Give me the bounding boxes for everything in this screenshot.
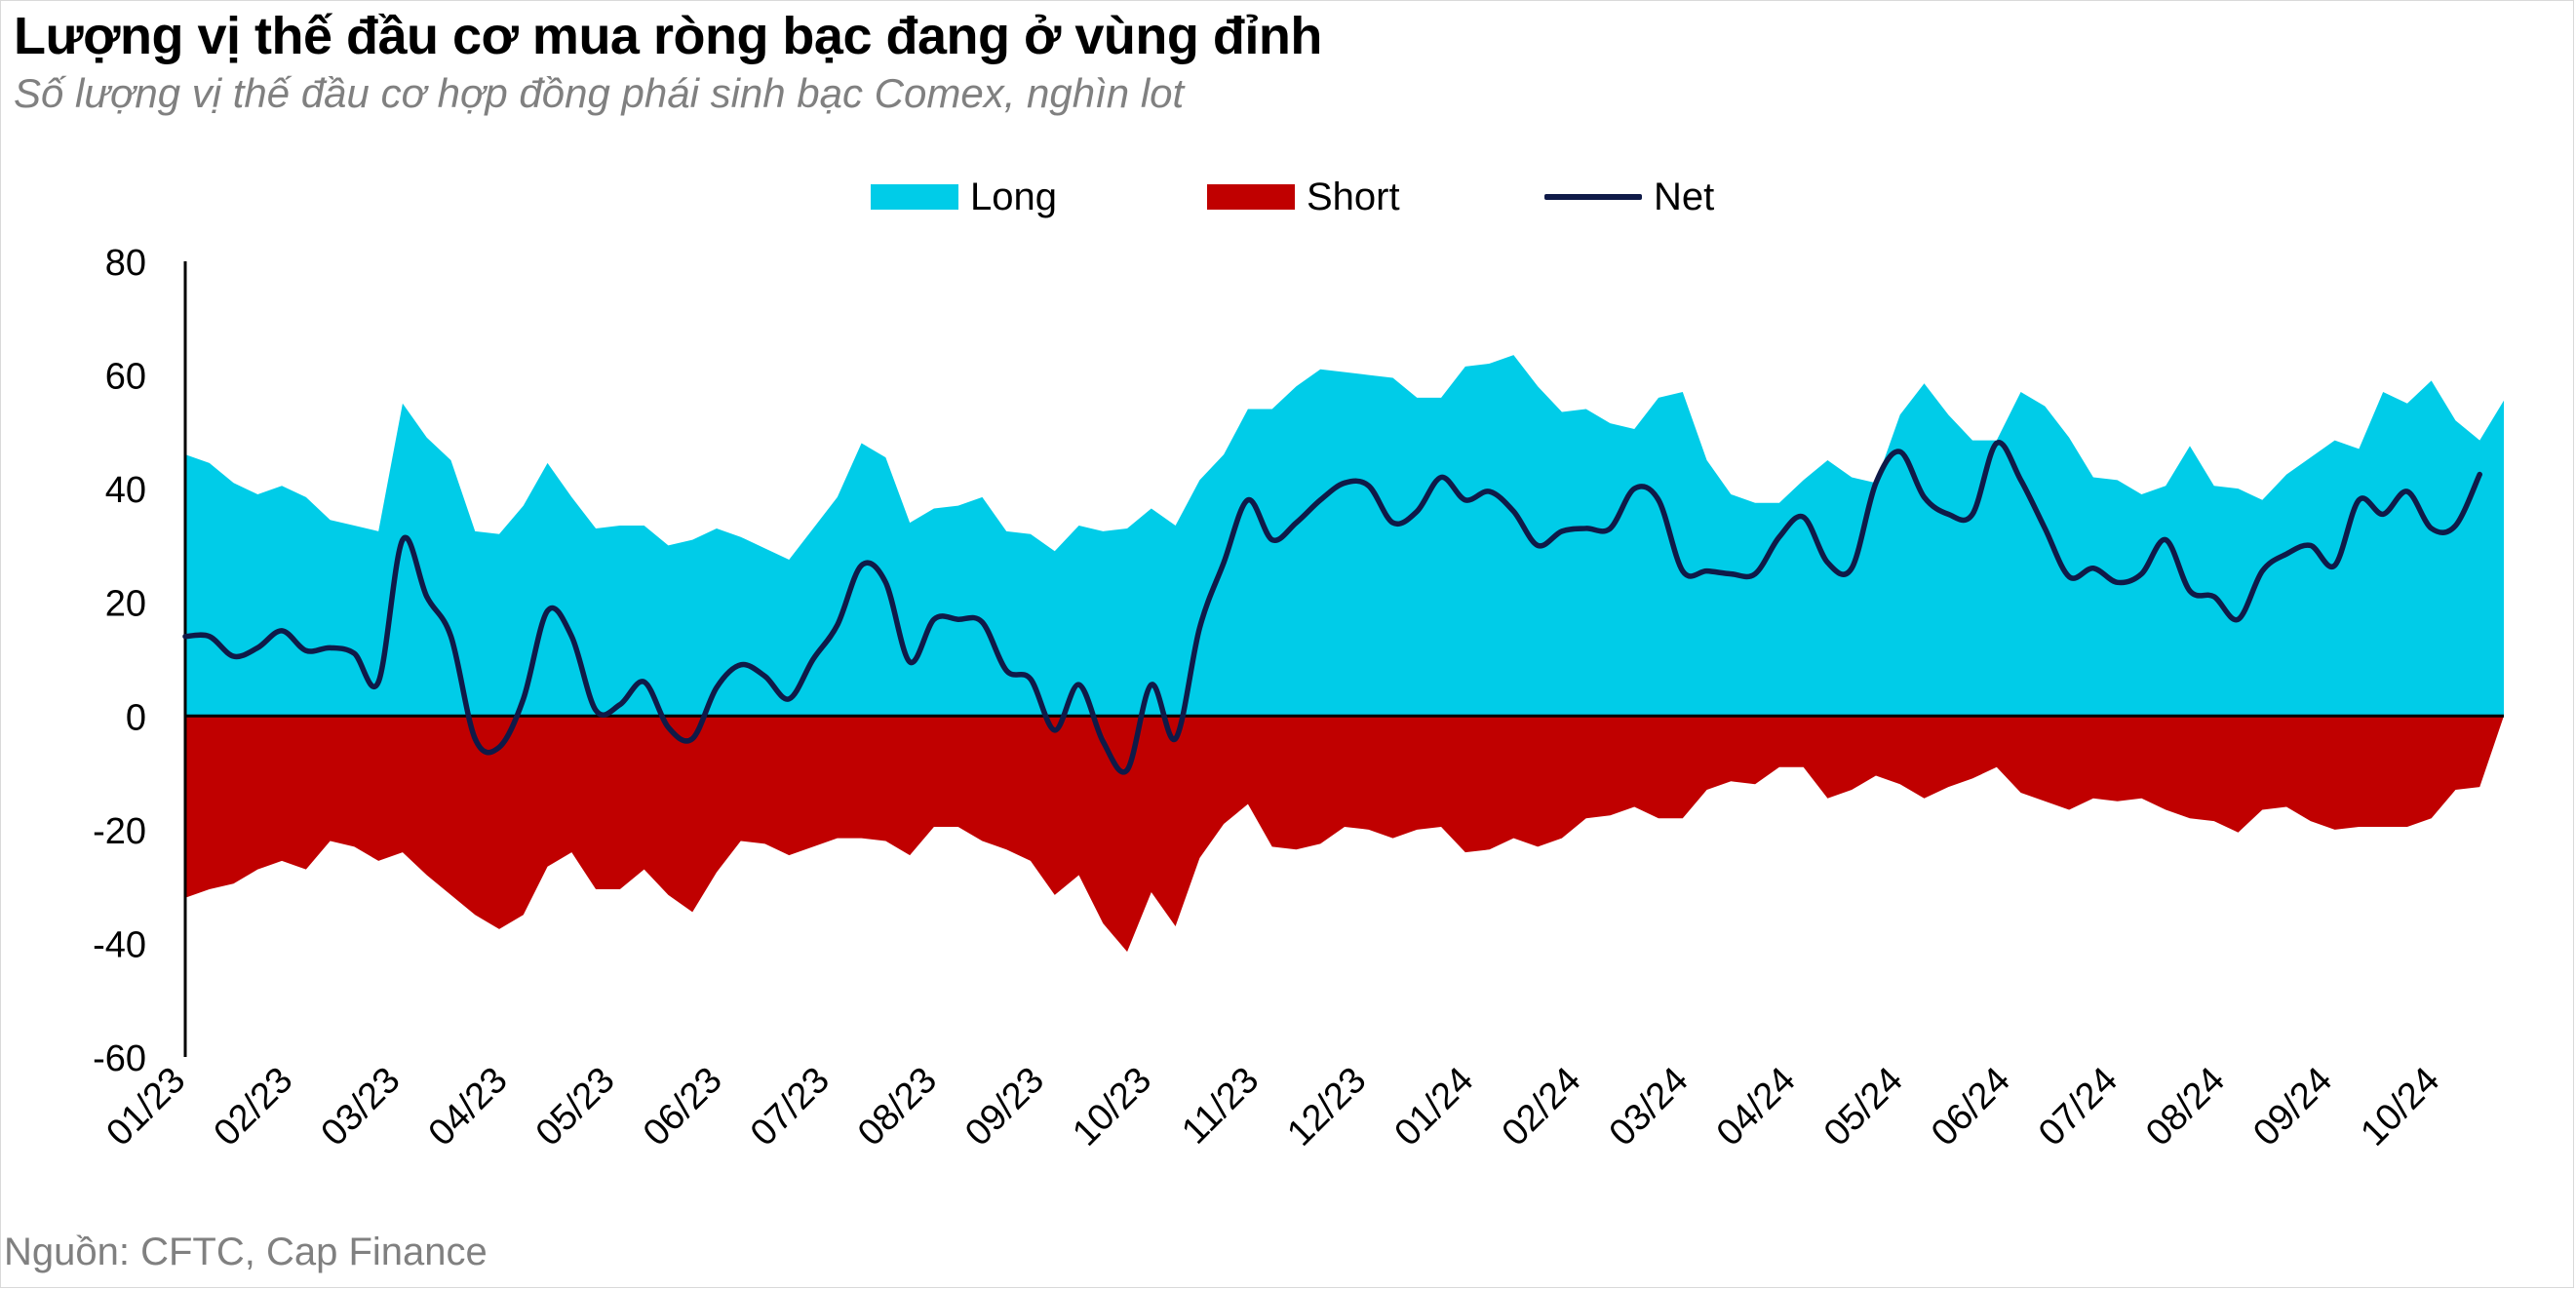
x-tick-label: 04/23 <box>421 1060 516 1154</box>
x-tick-label: 08/23 <box>850 1060 945 1154</box>
legend-label-short: Short <box>1307 175 1400 218</box>
x-tick-label: 02/24 <box>1495 1060 1589 1154</box>
x-tick-label: 09/23 <box>957 1060 1052 1154</box>
legend-label-net: Net <box>1654 175 1715 218</box>
x-tick-label: 02/23 <box>207 1060 301 1154</box>
legend-swatch-long <box>871 184 958 210</box>
x-tick-label: 05/24 <box>1816 1060 1911 1154</box>
net-line <box>182 440 2482 775</box>
x-tick-label: 10/24 <box>2353 1060 2447 1154</box>
legend-swatch-short <box>1207 184 1295 210</box>
x-tick-label: 03/23 <box>314 1060 409 1154</box>
x-tick-label: 08/24 <box>2138 1060 2233 1154</box>
y-tick-label: 40 <box>105 470 146 511</box>
x-tick-label: 10/23 <box>1065 1060 1159 1154</box>
y-tick-label: 60 <box>105 357 146 398</box>
chart-plot: 80 60 40 20 0 -20 -40 -60 01/23 02/23 03/23 04/23 0… <box>93 243 2504 1154</box>
areas-layer <box>185 355 2504 953</box>
chart-subtitle: Số lượng vị thế đầu cơ hợp đồng phái sin… <box>14 70 1185 116</box>
legend-swatch-net <box>1544 194 1642 200</box>
x-tick-label: 06/23 <box>636 1060 730 1154</box>
x-tick-label: 04/24 <box>1709 1060 1804 1154</box>
short-area <box>185 716 2504 953</box>
x-tick-label: 11/23 <box>1174 1060 1267 1153</box>
y-tick-label: 80 <box>105 243 146 284</box>
source-note: Nguồn: CFTC, Cap Finance <box>4 1231 488 1273</box>
legend-item-long: Long <box>871 168 1057 226</box>
chart-title: Lượng vị thế đầu cơ mua ròng bạc đang ở … <box>14 7 1322 65</box>
long-area <box>185 355 2504 717</box>
x-tick-label: 05/23 <box>528 1060 623 1154</box>
axes-layer <box>183 261 2504 1057</box>
y-tick-label: 0 <box>126 697 146 738</box>
legend-item-short: Short <box>1207 168 1400 226</box>
x-tick-label: 07/24 <box>2031 1060 2126 1154</box>
x-tick-label: 12/23 <box>1279 1060 1374 1154</box>
net-line-layer <box>182 440 2482 775</box>
y-tick-labels: 80 60 40 20 0 -20 -40 -60 <box>93 243 146 1079</box>
x-tick-label: 09/24 <box>2245 1060 2340 1154</box>
x-tick-label: 07/23 <box>743 1060 838 1154</box>
legend-label-long: Long <box>970 175 1057 218</box>
x-tick-label: 06/24 <box>1924 1060 2018 1154</box>
legend-item-net: Net <box>1544 168 1714 226</box>
y-tick-label: -60 <box>93 1038 146 1079</box>
x-tick-label: 03/24 <box>1602 1060 1697 1154</box>
x-tick-label: 01/24 <box>1387 1060 1482 1154</box>
x-tick-labels: 01/23 02/23 03/23 04/23 05/23 06/23 07/23 08/23… <box>98 1060 2447 1154</box>
y-tick-label: 20 <box>105 584 146 625</box>
y-tick-label: -20 <box>93 811 146 852</box>
y-tick-label: -40 <box>93 924 146 965</box>
